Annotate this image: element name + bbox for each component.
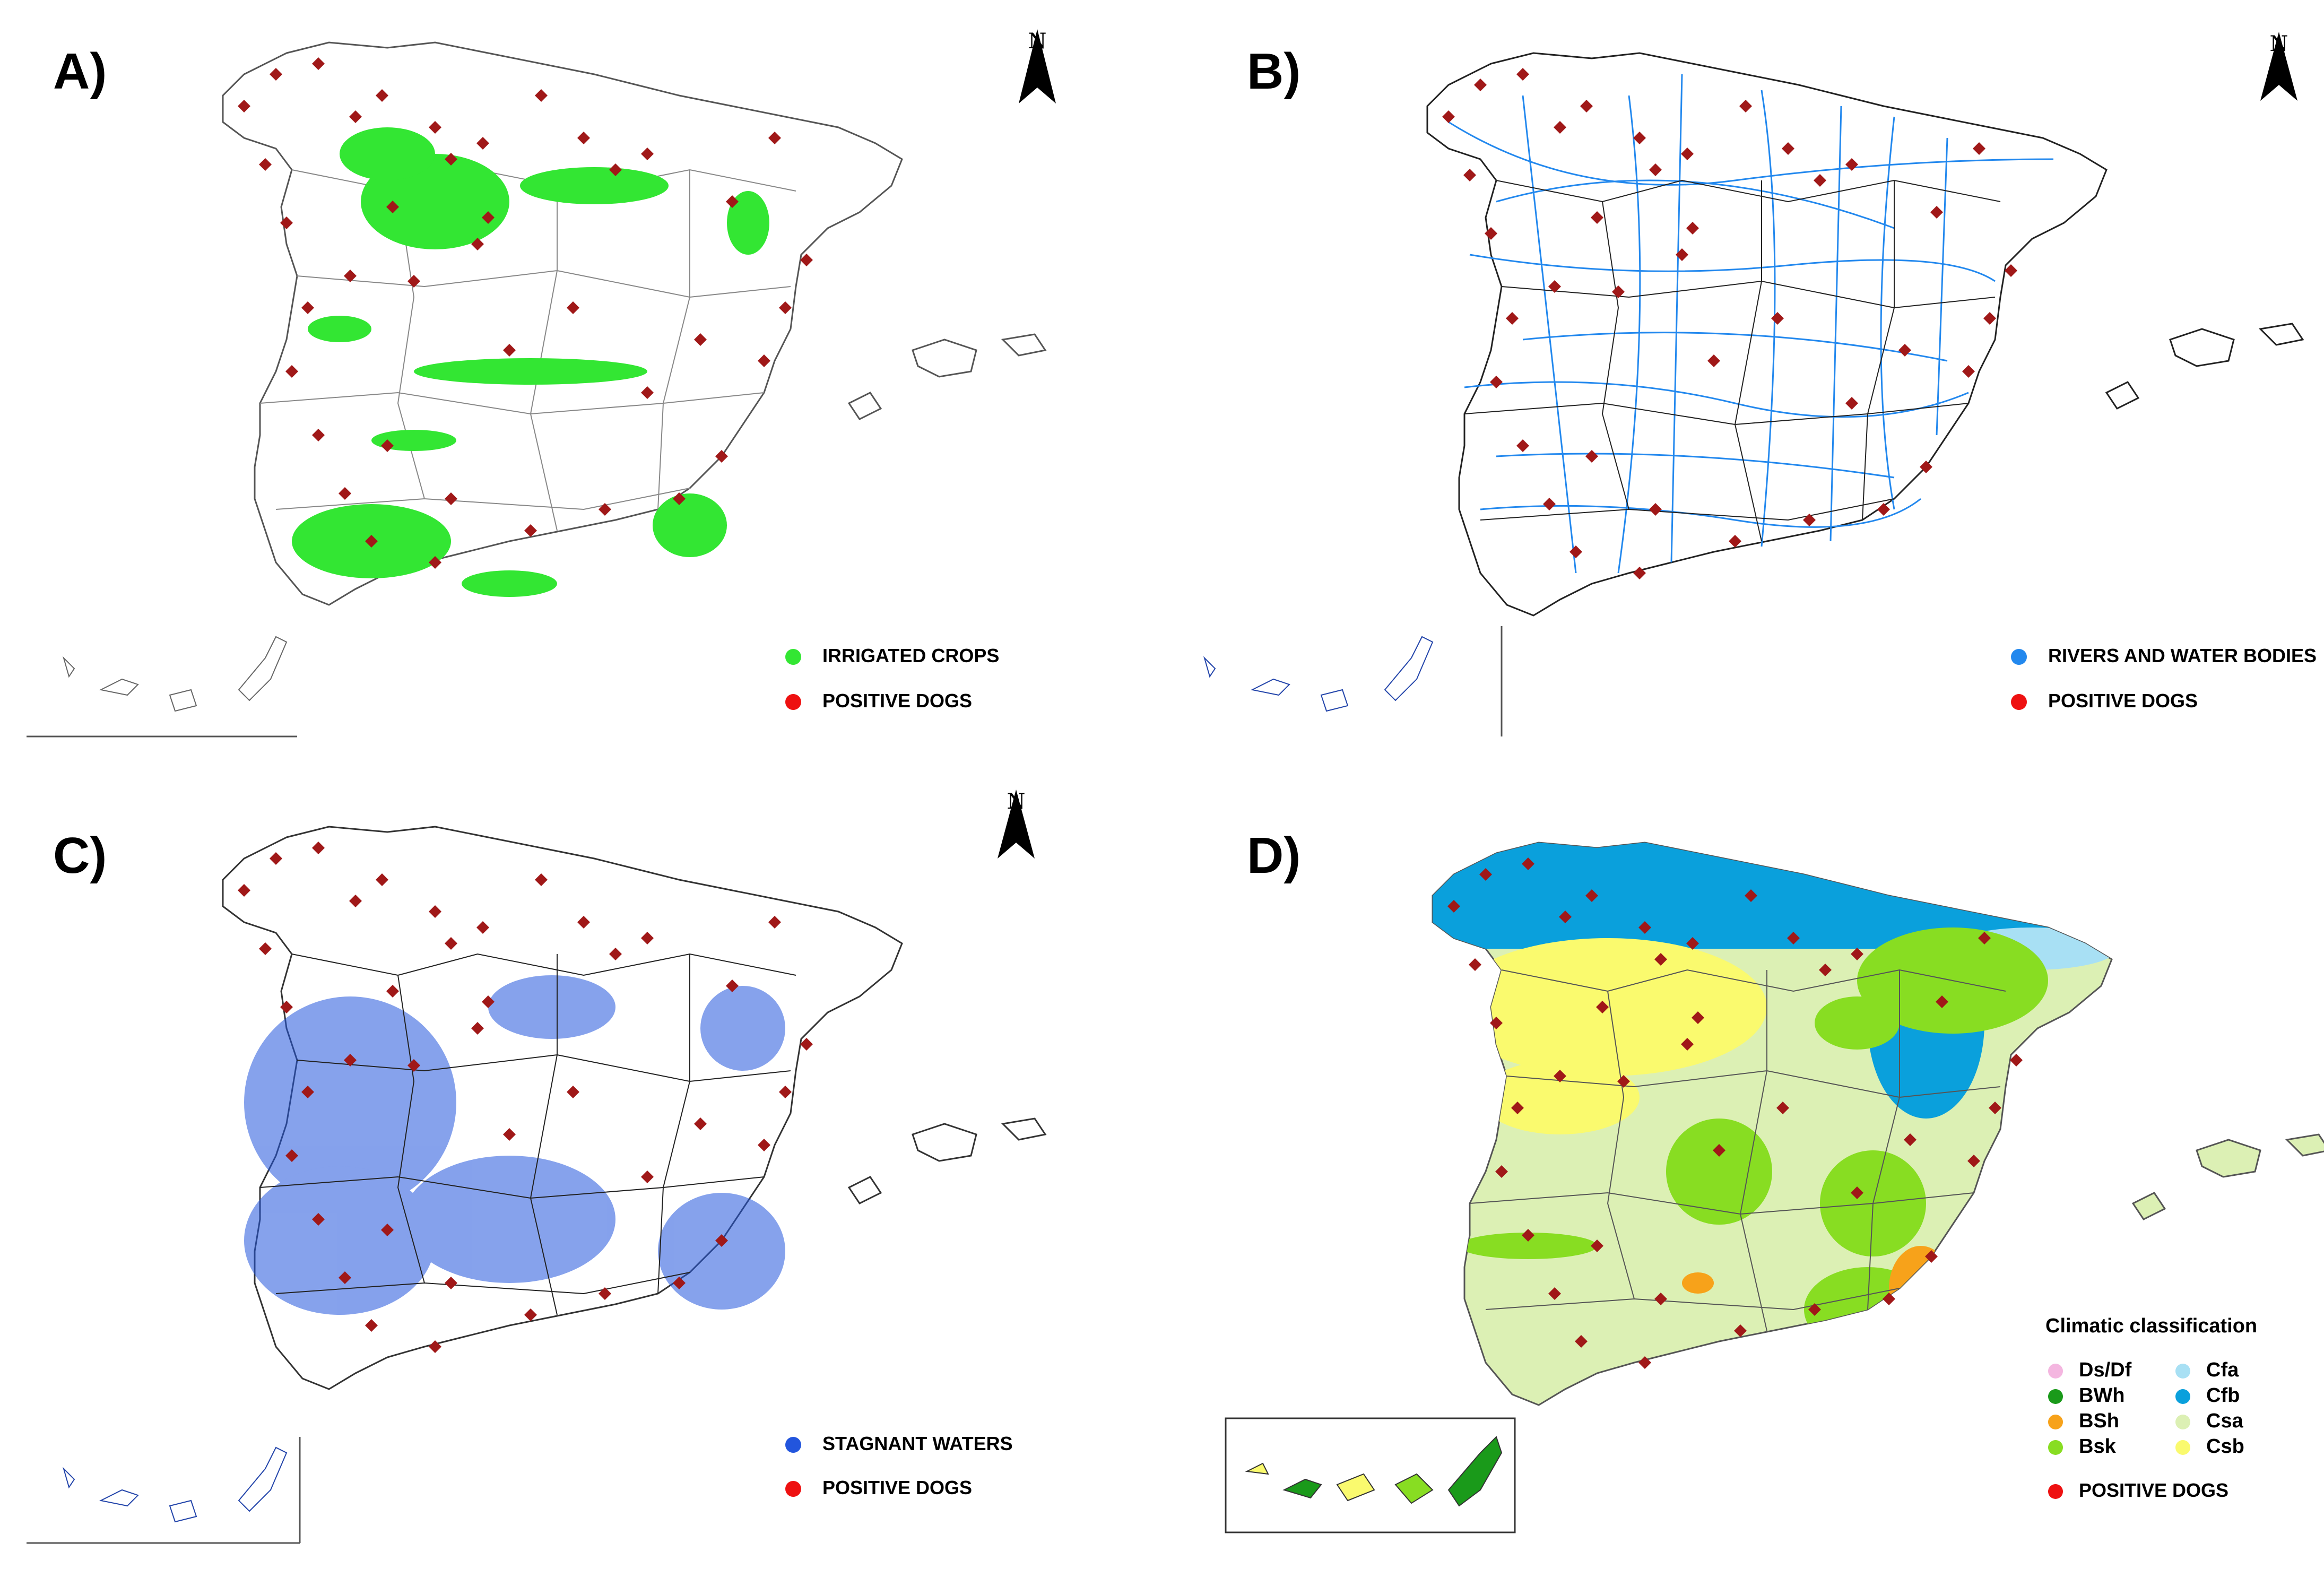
map-irrigated-crops — [27, 41, 1046, 738]
panel-climate: D) Climatic classification Ds/Df Cfa BWh… — [1162, 784, 2324, 1568]
legend-swatch-icon — [2011, 694, 2027, 710]
climate-legend-item: Csb — [2175, 1435, 2244, 1458]
legend-item-positive-dogs: POSITIVE DOGS — [2048, 1479, 2228, 1502]
climate-code: BSh — [2079, 1410, 2119, 1432]
panel-label: A) — [53, 43, 107, 100]
legend-swatch-icon — [2175, 1414, 2190, 1429]
legend-item-irrigated-crops: IRRIGATED CROPS — [785, 645, 999, 667]
climate-legend-item: Ds/Df — [2048, 1359, 2131, 1382]
legend-swatch-icon — [785, 649, 801, 665]
panel-stagnant-waters: C) N STAGNANT WATERS POSITIVE DOGS — [0, 784, 1162, 1568]
panel-label: D) — [1247, 827, 1301, 884]
climate-legend-item: BWh — [2048, 1384, 2125, 1407]
climate-code: BWh — [2079, 1384, 2125, 1407]
legend-text: POSITIVE DOGS — [2048, 690, 2198, 712]
north-arrow-icon — [998, 790, 1035, 859]
legend-swatch-icon — [2175, 1389, 2190, 1404]
climate-code: Bsk — [2079, 1435, 2116, 1458]
climate-legend-item: Cfb — [2175, 1384, 2240, 1407]
legend-text: POSITIVE DOGS — [822, 690, 973, 712]
panel-label: C) — [53, 827, 107, 884]
panel-label: B) — [1247, 43, 1301, 100]
north-arrow: N — [2255, 32, 2303, 101]
map-climate — [1225, 842, 2324, 1533]
climate-code: Cfa — [2206, 1359, 2239, 1381]
legend-item-positive-dogs: POSITIVE DOGS — [785, 1477, 972, 1499]
north-arrow-icon — [2260, 32, 2297, 101]
legend-swatch-icon — [2048, 1484, 2063, 1499]
map-rivers — [1203, 52, 2304, 736]
climate-code: Ds/Df — [2079, 1359, 2132, 1381]
north-arrow: N — [1013, 29, 1061, 103]
legend-swatch-icon — [2048, 1440, 2063, 1455]
legend-title: Climatic classification — [2045, 1315, 2258, 1337]
climate-legend-item: Cfa — [2175, 1359, 2239, 1382]
climate-legend-item: BSh — [2048, 1410, 2119, 1433]
north-arrow: N — [992, 790, 1040, 859]
legend-swatch-icon — [785, 1437, 801, 1453]
legend-swatch-icon — [2175, 1440, 2190, 1455]
legend-item-rivers: RIVERS AND WATER BODIES — [2011, 645, 2317, 667]
legend-text: POSITIVE DOGS — [2079, 1479, 2229, 1501]
panel-irrigated-crops: A) N IRRIGATED CROPS POSITIVE DOGS — [0, 0, 1162, 784]
legend-swatch-icon — [2011, 649, 2027, 665]
climate-code: Csa — [2206, 1410, 2243, 1432]
legend-swatch-icon — [785, 1481, 801, 1497]
climate-legend-item: Bsk — [2048, 1435, 2116, 1458]
legend-swatch-icon — [2175, 1363, 2190, 1379]
climate-legend-item: Csa — [2175, 1410, 2243, 1433]
legend-swatch-icon — [785, 694, 801, 710]
legend-text: POSITIVE DOGS — [822, 1477, 973, 1498]
climate-code: Cfb — [2206, 1384, 2240, 1407]
legend-text: STAGNANT WATERS — [822, 1433, 1013, 1454]
legend-item-positive-dogs: POSITIVE DOGS — [785, 690, 972, 712]
panel-rivers: B) N RIVERS AND WATER BODIES POSITIVE DO… — [1162, 0, 2324, 784]
climate-code: Csb — [2206, 1435, 2244, 1458]
legend-swatch-icon — [2048, 1363, 2063, 1379]
legend-text: IRRIGATED CROPS — [822, 645, 1000, 666]
legend-swatch-icon — [2048, 1414, 2063, 1429]
legend-text: RIVERS AND WATER BODIES — [2048, 645, 2317, 666]
north-arrow-icon — [1019, 29, 1056, 103]
legend-item-stagnant-waters: STAGNANT WATERS — [785, 1433, 1013, 1455]
legend-item-positive-dogs: POSITIVE DOGS — [2011, 690, 2198, 712]
legend-swatch-icon — [2048, 1389, 2063, 1404]
